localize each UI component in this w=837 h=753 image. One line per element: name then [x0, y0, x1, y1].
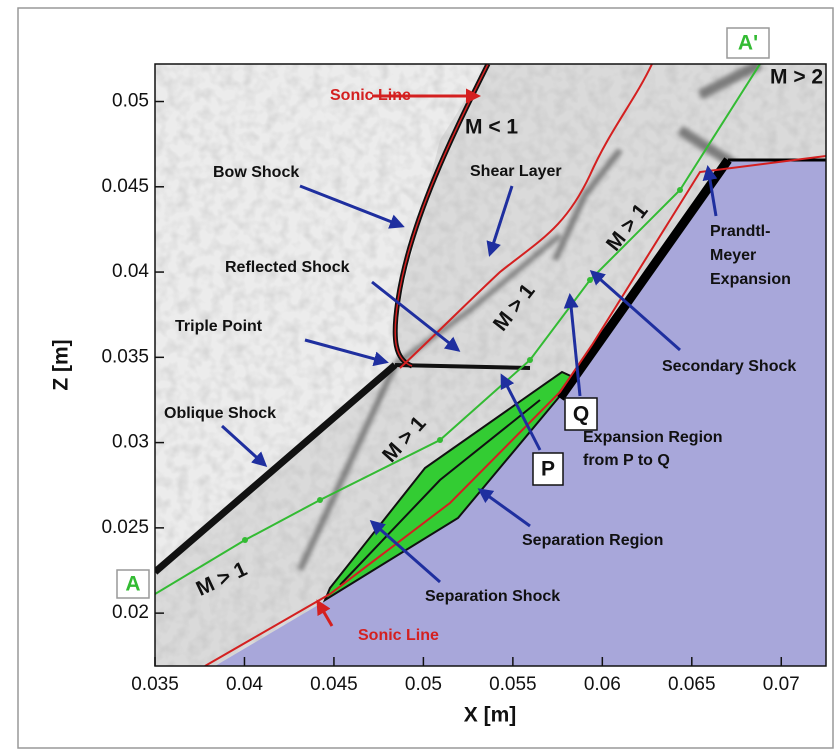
y-tick-label: 0.04 [112, 261, 149, 282]
annotation: A [125, 573, 140, 596]
annotation: Expansion [710, 271, 791, 288]
annotation: Separation Shock [425, 588, 560, 605]
annotation: Bow Shock [213, 164, 299, 181]
annotation: M > 2 [770, 66, 823, 89]
y-tick-label: 0.035 [101, 346, 149, 367]
x-tick-label: 0.055 [489, 674, 537, 695]
annotation: A' [738, 32, 758, 55]
annotation: Triple Point [175, 318, 263, 335]
x-tick-label: 0.045 [310, 674, 358, 695]
annotation: Reflected Shock [225, 259, 350, 276]
x-tick-label: 0.07 [763, 674, 800, 695]
x-tick-label: 0.04 [226, 674, 263, 695]
y-tick-label: 0.03 [112, 432, 149, 453]
x-tick-label: 0.05 [405, 674, 442, 695]
annotation: Oblique Shock [164, 405, 276, 422]
figure: 0.035 0.04 0.045 0.05 0.055 0.06 0.065 0.07 0.02… [0, 0, 837, 753]
annotation: Sonic Line [330, 87, 411, 104]
annotation: P [541, 458, 555, 481]
y-tick-label: 0.045 [101, 176, 149, 197]
annotation: Secondary Shock [662, 358, 796, 375]
annotation: M < 1 [465, 116, 518, 139]
annotation: Sonic Line [358, 627, 439, 644]
y-tick-label: 0.05 [112, 91, 149, 112]
x-axis-label: X [m] [464, 704, 517, 727]
x-tick-label: 0.035 [131, 674, 179, 695]
annotation: Q [573, 403, 589, 426]
y-tick-label: 0.025 [101, 517, 149, 538]
y-axis-label: Z [m] [50, 339, 73, 390]
annotation: Meyer [710, 247, 756, 264]
annotation: Expansion Region [583, 429, 723, 446]
x-tick-label: 0.065 [668, 674, 716, 695]
annotation: Shear Layer [470, 163, 562, 180]
y-tick-label: 0.02 [112, 602, 149, 623]
annotation: Prandtl- [710, 223, 770, 240]
annotation: Separation Region [522, 532, 663, 549]
x-tick-label: 0.06 [584, 674, 621, 695]
annotation: from P to Q [583, 452, 670, 469]
